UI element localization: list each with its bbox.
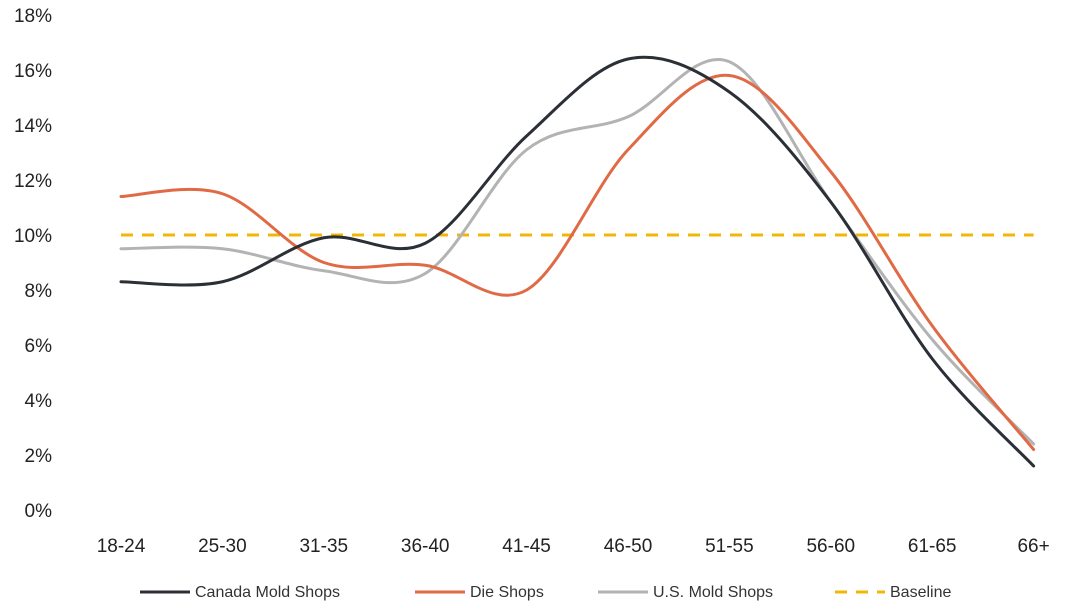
y-tick-label: 10% — [14, 226, 52, 247]
y-tick-label: 2% — [25, 446, 53, 467]
x-tick-label: 46-50 — [604, 536, 653, 557]
legend-label-canada-mold-shops: Canada Mold Shops — [195, 584, 340, 601]
series-line-u-s-mold-shops — [119, 58, 1036, 446]
legend-label-baseline: Baseline — [890, 584, 951, 601]
y-tick-label: 14% — [14, 116, 52, 137]
y-tick-label: 18% — [14, 6, 52, 27]
y-tick-label: 12% — [14, 171, 52, 192]
x-tick-label: 31-35 — [299, 536, 348, 557]
series-line-die-shops — [119, 73, 1036, 451]
y-tick-label: 4% — [25, 391, 53, 412]
series-line-canada-mold-shops — [119, 55, 1036, 468]
legend-label-die-shops: Die Shops — [470, 584, 544, 601]
y-axis-ticks: 0% 2% 4% 6% 8% 10% 12% 14% 16% 18% — [14, 6, 52, 522]
x-tick-label: 25-30 — [198, 536, 247, 557]
x-axis-ticks: 18-24 25-30 31-35 36-40 41-45 46-50 51-55 56-60… — [97, 536, 1050, 557]
x-tick-label: 18-24 — [97, 536, 146, 557]
y-tick-label: 8% — [25, 281, 53, 302]
legend-label-u-s-mold-shops: U.S. Mold Shops — [653, 584, 773, 601]
y-tick-label: 0% — [25, 501, 53, 522]
x-tick-label: 51-55 — [705, 536, 754, 557]
y-tick-label: 6% — [25, 336, 53, 357]
x-tick-label: 56-60 — [806, 536, 855, 557]
y-tick-label: 16% — [14, 61, 52, 82]
chart-legend: Canada Mold Shops Die Shops U.S. Mold Shop… — [140, 584, 951, 601]
x-tick-label: 66+ — [1017, 536, 1049, 557]
x-tick-label: 41-45 — [502, 536, 551, 557]
x-tick-label: 61-65 — [908, 536, 957, 557]
series-layer — [119, 55, 1036, 468]
x-tick-label: 36-40 — [401, 536, 450, 557]
